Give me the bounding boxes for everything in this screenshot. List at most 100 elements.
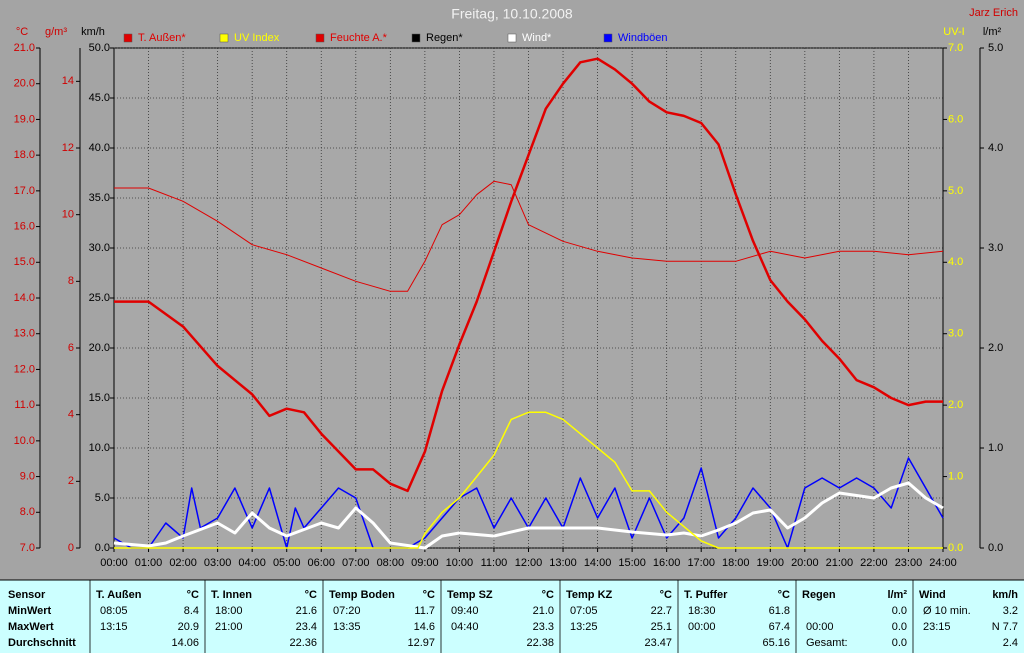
y-tick-label: 2.0 <box>988 342 1003 354</box>
y-axis-title: g/m³ <box>45 26 67 38</box>
y-tick-label: 30.0 <box>89 242 110 254</box>
column-unit: °C <box>542 589 554 601</box>
y-tick-label: 15.0 <box>89 392 110 404</box>
x-tick-label: 07:00 <box>342 557 370 569</box>
x-tick-label: 19:00 <box>757 557 785 569</box>
column-unit: °C <box>660 589 672 601</box>
y-tick-label: 5.0 <box>988 42 1003 54</box>
series-line <box>113 457 944 549</box>
column-title: Temp Boden <box>329 589 395 601</box>
x-tick-label: 15:00 <box>618 557 646 569</box>
x-tick-label: 05:00 <box>273 557 301 569</box>
x-tick-label: 14:00 <box>584 557 612 569</box>
x-tick-label: 20:00 <box>791 557 819 569</box>
y-tick-label: 25.0 <box>89 292 110 304</box>
cell-value: 0.0 <box>892 637 907 649</box>
cell-time: Ø 10 min. <box>923 605 971 617</box>
column-title: T. Innen <box>211 589 252 601</box>
y-axis-title: °C <box>16 26 28 38</box>
x-tick-label: 21:00 <box>826 557 854 569</box>
row-label: MaxWert <box>8 621 54 633</box>
x-tick-label: 04:00 <box>238 557 266 569</box>
y-tick-label: 2 <box>68 475 74 487</box>
cell-value: 61.8 <box>769 605 790 617</box>
x-tick-label: 02:00 <box>169 557 197 569</box>
y-tick-label: 8 <box>68 275 74 287</box>
y-tick-label: 7.0 <box>948 42 963 54</box>
series-line <box>114 57 943 493</box>
x-tick-label: 18:00 <box>722 557 750 569</box>
cell-time: 13:35 <box>333 621 361 633</box>
cell-value: 25.1 <box>651 621 672 633</box>
y-tick-label: 13.0 <box>14 328 35 340</box>
y-tick-label: 10.0 <box>14 435 35 447</box>
y-tick-label: 8.0 <box>20 506 35 518</box>
column-title: Wind <box>919 589 946 601</box>
cell-time: 04:40 <box>451 621 479 633</box>
x-tick-label: 11:00 <box>481 557 508 569</box>
row-label: Durchschnitt <box>8 637 76 649</box>
cell-time: Gesamt: <box>806 637 848 649</box>
cell-time: 07:05 <box>570 605 598 617</box>
y-tick-label: 12 <box>62 142 74 154</box>
cell-value: 0.0 <box>892 621 907 633</box>
y-tick-label: 20.0 <box>89 342 110 354</box>
series-line <box>113 481 944 550</box>
legend-label: Wind* <box>522 32 552 44</box>
cell-value: 22.36 <box>289 637 317 649</box>
y-tick-label: 11.0 <box>14 399 35 411</box>
y-tick-label: 0 <box>68 542 74 554</box>
column-title: Regen <box>802 589 836 601</box>
y-tick-label: 4.0 <box>948 256 963 268</box>
chart-title: Freitag, 10.10.2008 <box>451 6 573 22</box>
x-tick-label: 03:00 <box>204 557 232 569</box>
y-axis-title: UV-I <box>943 26 964 38</box>
cell-value: 8.4 <box>184 605 199 617</box>
series-line <box>114 180 944 292</box>
cell-value: 22.7 <box>651 605 672 617</box>
column-unit: °C <box>305 589 317 601</box>
cell-value: N 7.7 <box>992 621 1018 633</box>
table-background <box>0 580 1024 653</box>
y-tick-label: 1.0 <box>948 470 963 482</box>
column-unit: l/m² <box>887 589 907 601</box>
y-tick-label: 0.0 <box>95 542 110 554</box>
cell-value: 67.4 <box>769 621 790 633</box>
column-unit: km/h <box>992 589 1018 601</box>
column-unit: °C <box>187 589 199 601</box>
x-tick-label: 13:00 <box>549 557 577 569</box>
x-tick-label: 23:00 <box>895 557 923 569</box>
y-tick-label: 45.0 <box>89 92 110 104</box>
y-tick-label: 9.0 <box>20 470 35 482</box>
legend-swatch <box>411 33 421 43</box>
x-tick-label: 12:00 <box>515 557 543 569</box>
y-tick-label: 0.0 <box>948 542 963 554</box>
x-tick-label: 10:00 <box>446 557 474 569</box>
cell-value: 0.0 <box>892 605 907 617</box>
cell-value: 14.6 <box>414 621 435 633</box>
y-tick-label: 40.0 <box>89 142 110 154</box>
y-tick-label: 1.0 <box>988 442 1003 454</box>
legend-label: Feuchte A.* <box>330 32 388 44</box>
y-tick-label: 4 <box>68 409 74 421</box>
column-title: Temp SZ <box>447 589 493 601</box>
cell-time: 08:05 <box>100 605 128 617</box>
y-tick-label: 20.0 <box>14 78 35 90</box>
author: Jarz Erich <box>969 7 1018 19</box>
cell-value: 22.38 <box>526 637 554 649</box>
y-axis-title: l/m² <box>983 26 1002 38</box>
cell-time: 13:25 <box>570 621 598 633</box>
y-tick-label: 3.0 <box>948 328 963 340</box>
legend-swatch <box>507 33 517 43</box>
y-tick-label: 0.0 <box>988 542 1003 554</box>
x-tick-label: 00:00 <box>100 557 128 569</box>
y-tick-label: 7.0 <box>20 542 35 554</box>
y-tick-label: 5.0 <box>948 185 963 197</box>
cell-value: 23.3 <box>533 621 554 633</box>
series-line <box>114 411 943 549</box>
y-tick-label: 10 <box>62 209 74 221</box>
y-tick-label: 6 <box>68 342 74 354</box>
cell-time: 09:40 <box>451 605 479 617</box>
column-title: T. Außen <box>96 589 142 601</box>
